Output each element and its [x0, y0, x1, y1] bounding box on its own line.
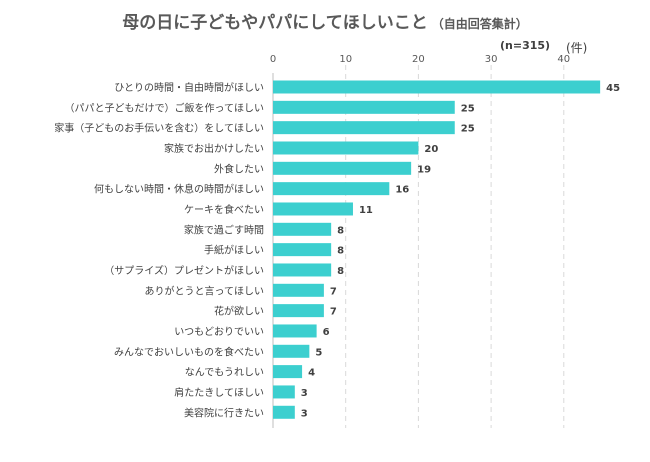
value-label: 16 [395, 185, 409, 196]
category-label: 美容院に行きたい [184, 406, 264, 419]
category-label: 家事（子どものお手伝いを含む）をしてほしい [54, 122, 264, 135]
x-tick-label: 0 [270, 54, 276, 65]
value-label: 11 [359, 205, 373, 216]
category-label: 外食したい [214, 162, 264, 175]
category-label: （パパと子どもだけで）ご飯を作ってほしい [65, 101, 265, 114]
value-label: 6 [323, 327, 330, 338]
value-label: 8 [337, 225, 344, 236]
category-label: いつもどおりでいい [174, 326, 264, 338]
category-label: みんなでおいしいものを食べたい [114, 345, 264, 358]
category-label: 花が欲しい [214, 305, 264, 318]
category-label: （サプライズ）プレゼントがほしい [104, 264, 264, 277]
bar [273, 202, 353, 216]
bar [273, 365, 303, 379]
value-label: 3 [301, 388, 308, 399]
chart-title-block: 母の日に子どもやパパにしてほしいこと （自由回答集計） [0, 8, 650, 33]
sample-size-note: (n=315) [500, 39, 551, 52]
bar [273, 385, 295, 399]
category-label: ケーキを食べたい [184, 203, 264, 216]
value-label: 20 [424, 144, 438, 155]
category-label: ありがとうと言ってほしい [145, 284, 265, 297]
bar [273, 80, 601, 94]
value-label: 3 [301, 408, 308, 419]
bar [273, 182, 390, 196]
category-label: ひとりの時間・自由時間がほしい [114, 81, 264, 94]
value-label: 8 [337, 266, 344, 277]
bar [273, 324, 317, 338]
x-tick-label: 20 [412, 54, 425, 65]
category-label: なんでもうれしい [185, 367, 264, 379]
bar [273, 405, 295, 419]
value-label: 7 [330, 286, 337, 297]
x-tick-label: 40 [557, 54, 570, 65]
category-label: 家族でお出かけしたい [164, 142, 264, 155]
bar [273, 304, 324, 318]
chart-title: 母の日に子どもやパパにしてほしいこと [122, 13, 428, 33]
value-label: 8 [337, 246, 344, 257]
x-tick-label: 30 [485, 54, 498, 65]
bar [273, 100, 455, 114]
category-label: 家族で過ごす時間 [184, 223, 264, 236]
value-label: 25 [461, 103, 475, 114]
unit-label: (件) [566, 41, 588, 55]
value-label: 7 [330, 307, 337, 318]
bar [273, 243, 332, 257]
category-label: 手紙がほしい [204, 244, 264, 257]
bar [273, 344, 310, 358]
bar [273, 222, 332, 236]
bar [273, 141, 419, 155]
bar [273, 263, 332, 277]
value-label: 4 [308, 368, 315, 379]
bar [273, 161, 412, 175]
value-label: 5 [315, 347, 322, 358]
category-label: 何もしない時間・休息の時間がほしい [94, 183, 264, 196]
x-tick-label: 10 [339, 54, 352, 65]
value-label: 25 [461, 124, 475, 135]
value-label: 19 [417, 164, 431, 175]
category-label: 肩たたきしてほしい [174, 386, 264, 399]
value-label: 45 [606, 83, 620, 94]
chart-subtitle: （自由回答集計） [431, 17, 528, 31]
bar [273, 283, 324, 297]
bar [273, 121, 455, 135]
